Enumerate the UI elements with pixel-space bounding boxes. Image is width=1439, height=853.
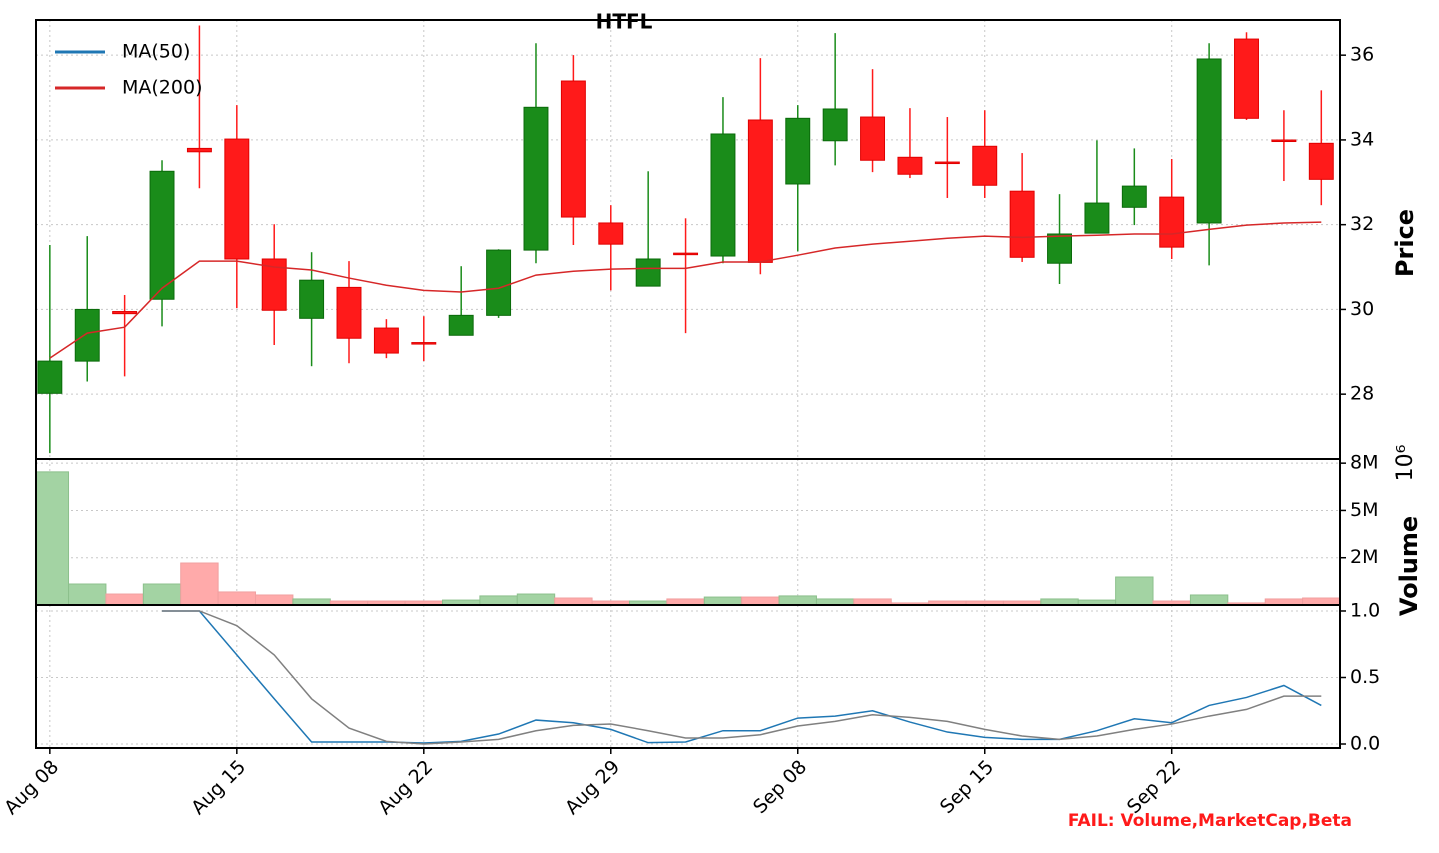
candle-body [261, 258, 287, 311]
candle-body [1009, 190, 1035, 258]
volume-bar [36, 471, 70, 605]
candle-body [523, 106, 549, 251]
x-tick-label: Aug 15 [187, 756, 250, 819]
volume-bar [1189, 594, 1229, 605]
y-tick-label: 28 [1350, 383, 1374, 405]
candle-body [74, 308, 100, 362]
x-tick-label: Sep 22 [1123, 756, 1185, 818]
line [162, 610, 1322, 745]
volume-bar [741, 596, 780, 605]
y-tick-label: 2M [1350, 546, 1378, 568]
y-tick-label: 30 [1350, 298, 1374, 320]
candle-body [1159, 196, 1185, 248]
candle-body [822, 108, 848, 142]
volume-bar [703, 596, 743, 605]
footnote: FAIL: Volume,MarketCap,Beta [1068, 811, 1352, 831]
volume-bar [778, 595, 817, 605]
volume-bar [142, 583, 182, 605]
candle-body [635, 258, 661, 287]
volume-bar [1302, 597, 1340, 605]
candle-body [747, 119, 773, 263]
y-tick-label: 8M [1350, 452, 1378, 474]
candle-body [1196, 58, 1222, 224]
offset-label: 10⁶ [1393, 444, 1418, 481]
candle-body [112, 311, 138, 315]
candle-body [224, 138, 250, 260]
candle-body [1271, 139, 1297, 143]
x-tick-label: Sep 15 [936, 756, 998, 818]
volume-bar [554, 597, 593, 605]
y-tick-label: 5M [1350, 499, 1378, 521]
candle-body [785, 117, 811, 185]
candle-body [373, 327, 399, 354]
panel-frame [35, 604, 1341, 749]
candle-body [411, 342, 437, 345]
y-tick-label: 36 [1350, 44, 1374, 66]
line [49, 221, 1322, 359]
chart-title: HTFL [596, 10, 653, 34]
legend-label: MA(50) [122, 41, 190, 63]
x-tick-label: Aug 29 [561, 756, 624, 819]
panel [36, 20, 1340, 459]
candle-body [1121, 185, 1147, 208]
legend-label: MA(200) [122, 77, 202, 99]
y-tick-label: 0.0 [1350, 733, 1380, 755]
panel [36, 605, 1340, 748]
x-tick-label: Aug 08 [0, 756, 63, 819]
line [162, 610, 1322, 744]
y-tick-label: 0.5 [1350, 666, 1380, 688]
candle-body [598, 222, 624, 245]
candle-body [448, 314, 474, 336]
candle-body [486, 249, 512, 316]
candle-body [673, 252, 699, 256]
x-tick-label: Sep 08 [749, 756, 811, 818]
candle-body [1047, 233, 1072, 264]
candle-body [149, 170, 175, 300]
y-tick-label: 32 [1350, 213, 1374, 235]
volume-bar [68, 583, 107, 605]
y-tick-label: 1.0 [1350, 599, 1380, 621]
volume-bar [516, 593, 556, 605]
volume-bar [255, 594, 294, 605]
volume-bar [180, 562, 219, 605]
candle-body [710, 133, 736, 257]
x-tick-label: Aug 22 [374, 756, 437, 819]
candle-body [336, 286, 362, 339]
candle-body [972, 145, 998, 186]
candle-body [1234, 38, 1259, 119]
volume-bar [1115, 576, 1154, 605]
candle-body [299, 279, 325, 319]
candle-body [934, 161, 960, 165]
volume-bar [217, 591, 257, 605]
candle-body [860, 116, 886, 161]
y-axis-label: Volume [1395, 516, 1423, 616]
volume-bar [479, 595, 518, 605]
candle-body [1308, 142, 1334, 180]
volume-bar [105, 593, 144, 605]
candle-body [186, 147, 212, 153]
y-axis-label: Price [1391, 209, 1419, 277]
candle-body [1084, 202, 1110, 234]
candle-body [37, 360, 63, 394]
y-tick-label: 34 [1350, 128, 1374, 150]
panel [36, 459, 1340, 605]
candle-body [897, 156, 923, 175]
candle-body [560, 80, 586, 218]
